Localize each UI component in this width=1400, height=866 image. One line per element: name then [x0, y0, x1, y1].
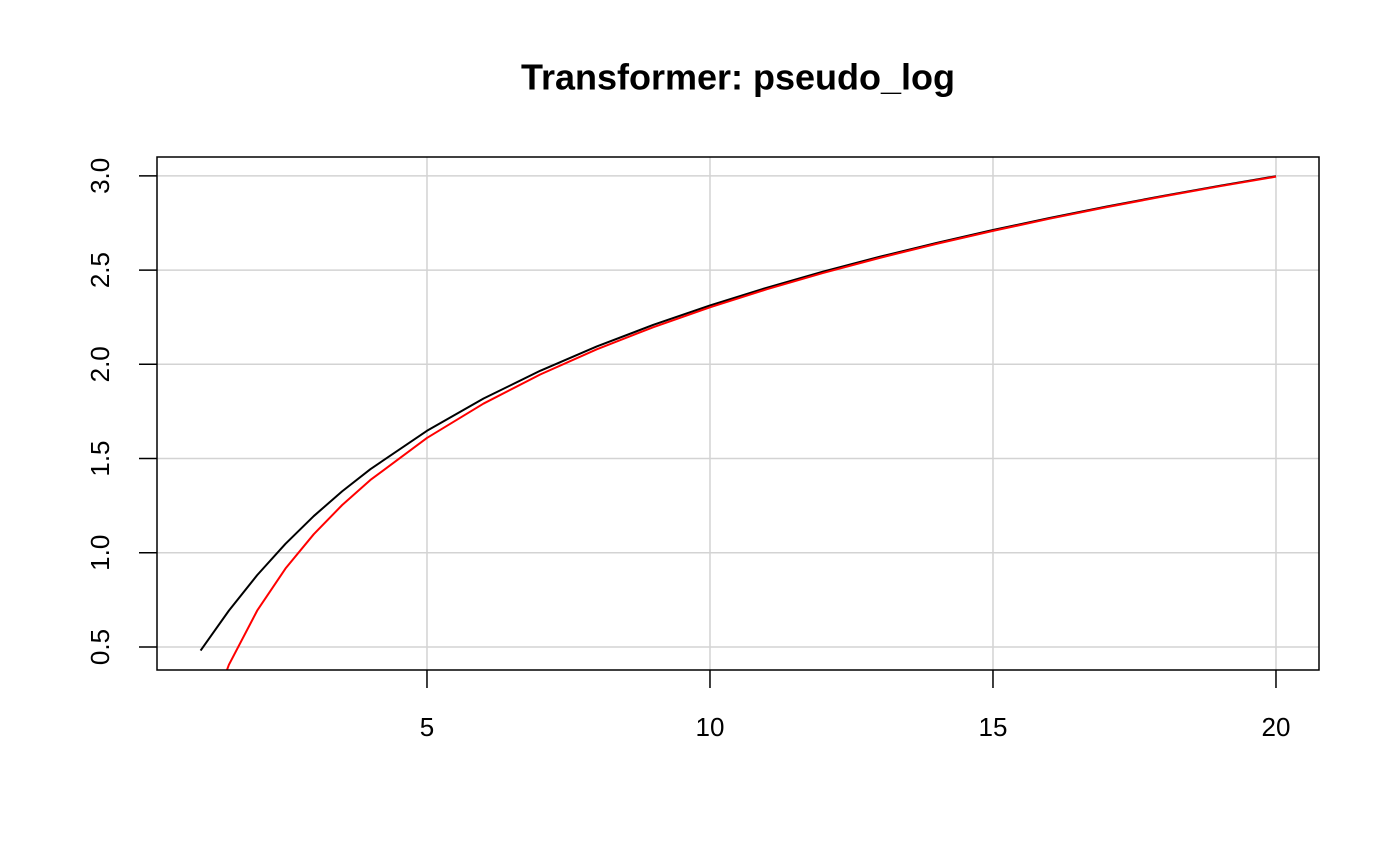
line	[225, 175, 1277, 670]
y-tick-label: 1.0	[85, 535, 115, 571]
y-tick-label: 3.0	[85, 158, 115, 194]
line	[199, 175, 1277, 652]
x-tick-label: 15	[979, 712, 1008, 742]
x-tick-label: 20	[1262, 712, 1291, 742]
chart-title: Transformer: pseudo_log	[521, 57, 955, 98]
y-tick-label: 2.0	[85, 346, 115, 382]
y-tick-label: 0.5	[85, 629, 115, 665]
y-tick-label: 2.5	[85, 252, 115, 288]
plot-frame	[156, 156, 1320, 671]
x-tick-label: 5	[420, 712, 434, 742]
x-tick-label: 10	[696, 712, 725, 742]
y-tick-label: 1.5	[85, 440, 115, 476]
